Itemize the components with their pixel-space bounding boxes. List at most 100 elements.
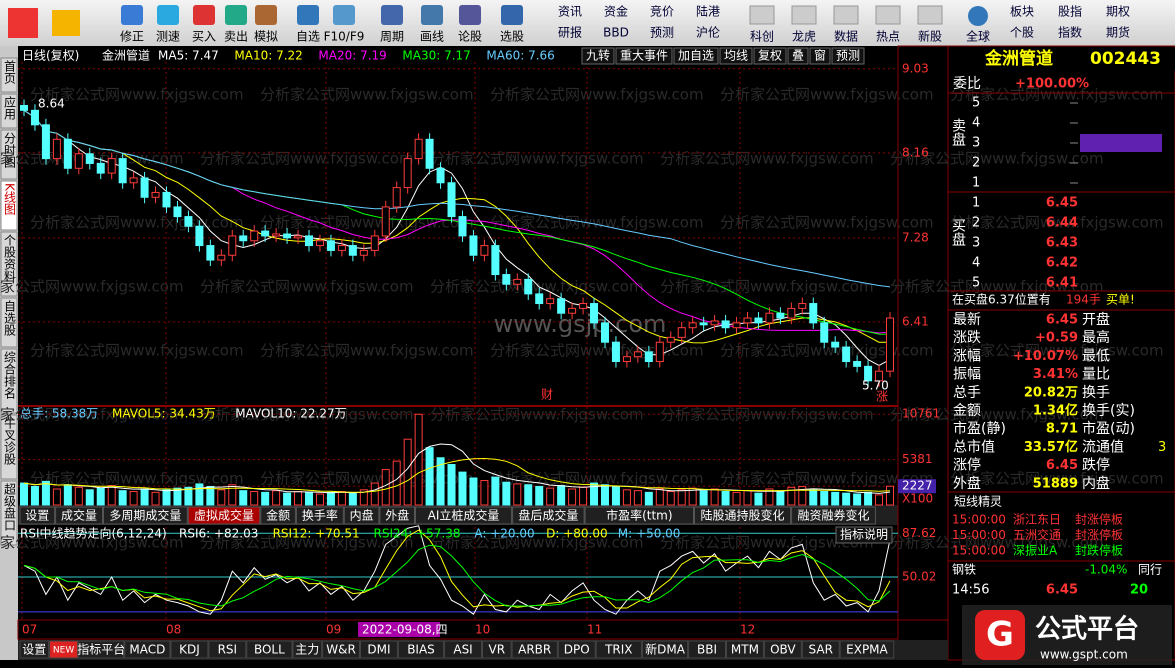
tab[interactable] xyxy=(103,506,188,525)
bottom-tab[interactable] xyxy=(19,640,50,659)
tool-icon[interactable] xyxy=(333,5,355,25)
tab-label[interactable]: 盘后成交量 xyxy=(518,508,578,523)
tool-button[interactable]: 周期 xyxy=(380,30,404,44)
tool-button[interactable]: 画线 xyxy=(420,30,444,44)
tab-label[interactable]: 设置 xyxy=(25,509,49,523)
rsi-button[interactable] xyxy=(835,526,893,544)
kline-button-label[interactable]: 窗 xyxy=(814,49,826,63)
bottom-tab[interactable] xyxy=(801,640,840,659)
tool-icon[interactable] xyxy=(501,5,523,25)
tab[interactable] xyxy=(19,506,56,525)
bottom-tab-label[interactable]: ARBR xyxy=(518,643,551,657)
bottom-tab[interactable] xyxy=(511,640,558,659)
tool-button[interactable]: 模拟 xyxy=(254,30,278,44)
toolbar-link[interactable]: 陆港 xyxy=(696,4,720,19)
kline-button-label[interactable]: 预测 xyxy=(836,49,860,63)
toolbar-link[interactable]: 沪伦 xyxy=(696,25,720,40)
tool-button[interactable]: 论股 xyxy=(458,30,482,44)
bottom-tab[interactable] xyxy=(763,640,802,659)
bottom-tab[interactable] xyxy=(557,640,596,659)
bottom-tab-label[interactable]: MTM xyxy=(731,643,759,657)
tab-label[interactable]: 成交量 xyxy=(61,508,97,523)
bottom-tab[interactable] xyxy=(292,640,323,659)
tool-icon[interactable] xyxy=(225,5,247,25)
tab-label[interactable]: 换手率 xyxy=(302,508,338,523)
bottom-tab[interactable] xyxy=(208,640,247,659)
home-icon[interactable] xyxy=(8,8,38,38)
toolbar-link[interactable]: 资金 xyxy=(604,4,628,19)
tab-label[interactable]: AI立桩成交量 xyxy=(428,508,500,523)
bottom-tab-label[interactable]: KDJ xyxy=(179,643,200,657)
toolbar-link[interactable]: 板块 xyxy=(1010,5,1034,19)
tool-button[interactable]: 测速 xyxy=(156,30,180,44)
tool-icon[interactable] xyxy=(255,5,277,25)
side-tab[interactable] xyxy=(0,348,18,414)
tab-label[interactable]: 外盘 xyxy=(385,508,409,523)
tool-icon[interactable] xyxy=(381,5,403,25)
side-tab-label[interactable]: 自选股 xyxy=(3,300,17,337)
side-tab-label[interactable]: 个股资料 xyxy=(3,234,17,282)
side-tab[interactable] xyxy=(0,129,18,180)
side-tab[interactable] xyxy=(0,480,18,546)
bottom-tab[interactable] xyxy=(246,640,293,659)
bottom-tab[interactable] xyxy=(360,640,398,659)
tab[interactable] xyxy=(295,506,344,525)
bottom-tab-label[interactable]: BIAS xyxy=(407,643,435,657)
bottom-tab[interactable] xyxy=(444,640,483,659)
kline-button[interactable] xyxy=(831,47,865,65)
bottom-tab-label[interactable]: 指标平台 xyxy=(77,642,125,657)
kline-button-label[interactable]: 叠 xyxy=(792,49,804,63)
toolbar-link[interactable]: 资讯 xyxy=(558,5,582,19)
tool-button[interactable]: 自选 xyxy=(296,30,320,44)
tab-label[interactable]: 多周期成交量 xyxy=(109,508,181,523)
side-tab[interactable] xyxy=(0,414,18,480)
kline-button[interactable] xyxy=(673,47,719,65)
tool-icon[interactable] xyxy=(297,5,319,25)
kline-button-label[interactable]: 均线 xyxy=(724,49,748,63)
kline-button-label[interactable]: 九转 xyxy=(586,48,610,63)
tab[interactable] xyxy=(512,506,585,525)
bottom-tab-label[interactable]: DMI xyxy=(367,643,390,657)
toolbar-link[interactable]: 个股 xyxy=(1010,26,1034,40)
kline-button[interactable] xyxy=(809,47,831,65)
tool-icon[interactable] xyxy=(421,5,443,25)
kline-button-label[interactable]: 重大事件 xyxy=(620,49,668,63)
toolbar-link[interactable]: 研报 xyxy=(558,25,582,40)
tab[interactable] xyxy=(791,506,876,525)
side-tab[interactable] xyxy=(0,180,18,231)
tab-label[interactable]: 陆股通持股变化 xyxy=(701,508,785,523)
bottom-tab-label[interactable]: TRIX xyxy=(604,643,632,657)
bottom-tab[interactable] xyxy=(124,640,171,659)
tool-button[interactable]: 修正 xyxy=(120,29,144,44)
bottom-tab[interactable] xyxy=(595,640,642,659)
rsi-button-label[interactable]: 指标说明 xyxy=(840,527,888,542)
bottom-tab-label[interactable]: MACD xyxy=(129,643,165,657)
bottom-tab-label[interactable]: SAR xyxy=(809,643,833,657)
bottom-tab-label[interactable]: BBI xyxy=(697,643,717,657)
side-tab-label[interactable]: 应用 xyxy=(3,95,17,121)
bottom-tab[interactable] xyxy=(839,640,895,659)
tool-icon[interactable] xyxy=(459,5,481,25)
toolbar-link[interactable]: 热点 xyxy=(876,30,900,44)
bottom-tab-label[interactable]: RSI xyxy=(218,643,238,657)
bottom-tab-label[interactable]: OBV xyxy=(770,643,796,657)
tool-button[interactable]: 卖出 xyxy=(224,30,248,44)
tab[interactable] xyxy=(379,506,415,525)
bottom-tab-label[interactable]: 新DMA xyxy=(645,642,686,657)
tool-button[interactable]: 选股 xyxy=(500,30,524,44)
side-tab-label[interactable]: 首页 xyxy=(3,60,17,85)
bottom-tab[interactable] xyxy=(726,640,764,659)
side-tab-label[interactable]: 综合排名 xyxy=(3,351,17,399)
tab-label[interactable]: 虚拟成交量 xyxy=(194,508,254,523)
side-tab-label[interactable]: 牛叉诊股 xyxy=(3,416,17,466)
toolbar-link[interactable]: 股指 xyxy=(1058,4,1082,19)
tool-icon[interactable] xyxy=(193,5,215,25)
tab-label[interactable]: 内盘 xyxy=(350,508,374,523)
tab[interactable] xyxy=(694,506,792,525)
tool-button[interactable]: 买入 xyxy=(192,30,216,44)
bottom-tab-label[interactable]: VR xyxy=(489,643,506,657)
kline-button[interactable] xyxy=(753,47,787,65)
kline-button[interactable] xyxy=(787,47,809,65)
kline-button[interactable] xyxy=(581,47,615,65)
tab[interactable] xyxy=(260,506,296,525)
